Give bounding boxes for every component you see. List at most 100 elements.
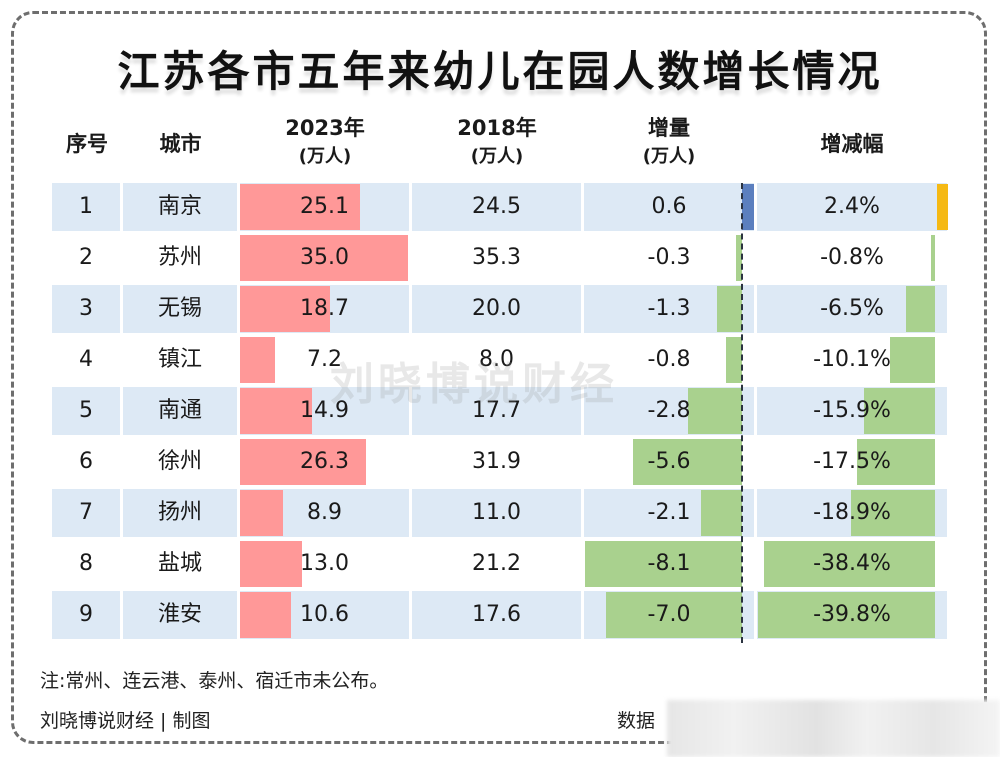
bar-2023 [240, 235, 408, 281]
cell-y2018: 17.6 [412, 591, 581, 639]
header-2018: 2018年 (万人) [412, 112, 582, 170]
cell-delta: -0.3 [584, 234, 754, 282]
bar-2023 [240, 184, 361, 230]
cell-y2018: 35.3 [412, 234, 581, 282]
bar-pct [764, 541, 935, 587]
delta-value: -0.3 [647, 245, 691, 270]
y2018-value: 35.3 [472, 245, 521, 270]
header-2023-unit: (万人) [298, 146, 352, 167]
index-value: 4 [79, 347, 93, 372]
bar-pct [931, 235, 935, 281]
y2018-value: 24.5 [472, 194, 521, 219]
cell-city: 盐城 [123, 540, 237, 588]
bar-pct [864, 388, 935, 434]
cell-y2023: 7.2 [240, 336, 409, 384]
delta-value: -8.1 [647, 551, 691, 576]
cell-delta: -1.3 [584, 285, 754, 333]
pct-value: -15.9% [813, 398, 891, 423]
cell-y2018: 24.5 [412, 183, 581, 231]
header-2018-label: 2018年 [457, 116, 537, 140]
cell-y2023: 13.0 [240, 540, 409, 588]
table-row: 2 苏州 35.0 35.3 -0.3 -0.8% [0, 234, 1000, 282]
bar-delta [736, 235, 742, 281]
chart-title: 江苏各市五年来幼儿在园人数增长情况 [117, 47, 883, 96]
delta-value: -2.8 [647, 398, 691, 423]
city-value: 苏州 [157, 245, 202, 270]
pct-value: -6.5% [820, 296, 884, 321]
cell-y2018: 31.9 [412, 438, 581, 486]
delta-value: 0.6 [651, 194, 687, 219]
bar-pct [857, 439, 935, 485]
pct-value: 2.4% [824, 194, 880, 219]
y2023-value: 10.6 [300, 602, 349, 627]
cell-delta: -2.1 [584, 489, 754, 537]
index-value: 7 [79, 500, 93, 525]
bar-delta [742, 184, 754, 230]
cell-pct: -15.9% [757, 387, 947, 435]
bar-delta [687, 388, 742, 434]
dashed-frame [11, 11, 987, 744]
header-delta-unit: (万人) [642, 146, 696, 167]
cell-delta: -5.6 [584, 438, 754, 486]
cell-pct: -17.5% [757, 438, 947, 486]
cell-index: 8 [52, 540, 120, 588]
header-2018-unit: (万人) [470, 146, 524, 167]
footnote: 注:常州、连云港、泰州、宿迁市未公布。 [40, 670, 389, 692]
cell-pct: -6.5% [757, 285, 947, 333]
cell-city: 扬州 [123, 489, 237, 537]
delta-zero-axis [741, 183, 743, 643]
cell-city: 无锡 [123, 285, 237, 333]
cell-city: 淮安 [123, 591, 237, 639]
city-value: 无锡 [157, 296, 202, 321]
y2018-value: 17.6 [472, 602, 521, 627]
bar-2023 [240, 388, 312, 434]
bar-delta [716, 286, 742, 332]
cell-pct: -18.9% [757, 489, 947, 537]
cell-y2023: 25.1 [240, 183, 409, 231]
bar-2023 [240, 541, 303, 587]
cell-city: 南通 [123, 387, 237, 435]
bar-delta [606, 592, 742, 638]
y2023-value: 8.9 [307, 500, 342, 525]
bar-2023 [240, 490, 283, 536]
cell-index: 7 [52, 489, 120, 537]
cell-delta: -8.1 [584, 540, 754, 588]
blurred-region [667, 700, 1000, 757]
cell-delta: 0.6 [584, 183, 754, 231]
table-row: 7 扬州 8.9 11.0 -2.1 -18.9% [0, 489, 1000, 537]
cell-y2018: 20.0 [412, 285, 581, 333]
pct-value: -39.8% [813, 602, 891, 627]
cell-pct: 2.4% [757, 183, 947, 231]
table-row: 6 徐州 26.3 31.9 -5.6 -17.5% [0, 438, 1000, 486]
delta-value: -2.1 [647, 500, 691, 525]
cell-city: 苏州 [123, 234, 237, 282]
cell-delta: -2.8 [584, 387, 754, 435]
y2023-value: 35.0 [300, 245, 349, 270]
cell-y2018: 17.7 [412, 387, 581, 435]
bar-pct [850, 490, 935, 536]
bar-2023 [240, 337, 275, 383]
cell-index: 4 [52, 336, 120, 384]
header-2023-label: 2023年 [285, 116, 365, 140]
y2023-value: 26.3 [300, 449, 349, 474]
table-row: 9 淮安 10.6 17.6 -7.0 -39.8% [0, 591, 1000, 639]
bar-pct [937, 184, 948, 230]
y2018-value: 8.0 [479, 347, 514, 372]
header-delta: 增量 (万人) [584, 112, 754, 170]
index-value: 1 [79, 194, 93, 219]
table-row: 3 无锡 18.7 20.0 -1.3 -6.5% [0, 285, 1000, 333]
city-value: 南京 [157, 194, 202, 219]
y2018-value: 17.7 [472, 398, 521, 423]
index-value: 9 [79, 602, 93, 627]
pct-value: -17.5% [813, 449, 891, 474]
pct-value: -18.9% [813, 500, 891, 525]
cell-y2023: 18.7 [240, 285, 409, 333]
index-value: 8 [79, 551, 93, 576]
y2018-value: 31.9 [472, 449, 521, 474]
header-index: 序号 [66, 132, 108, 156]
city-value: 淮安 [157, 602, 202, 627]
cell-y2023: 8.9 [240, 489, 409, 537]
city-value: 扬州 [157, 500, 202, 525]
data-source-label: 数据 [617, 710, 656, 732]
cell-y2023: 26.3 [240, 438, 409, 486]
